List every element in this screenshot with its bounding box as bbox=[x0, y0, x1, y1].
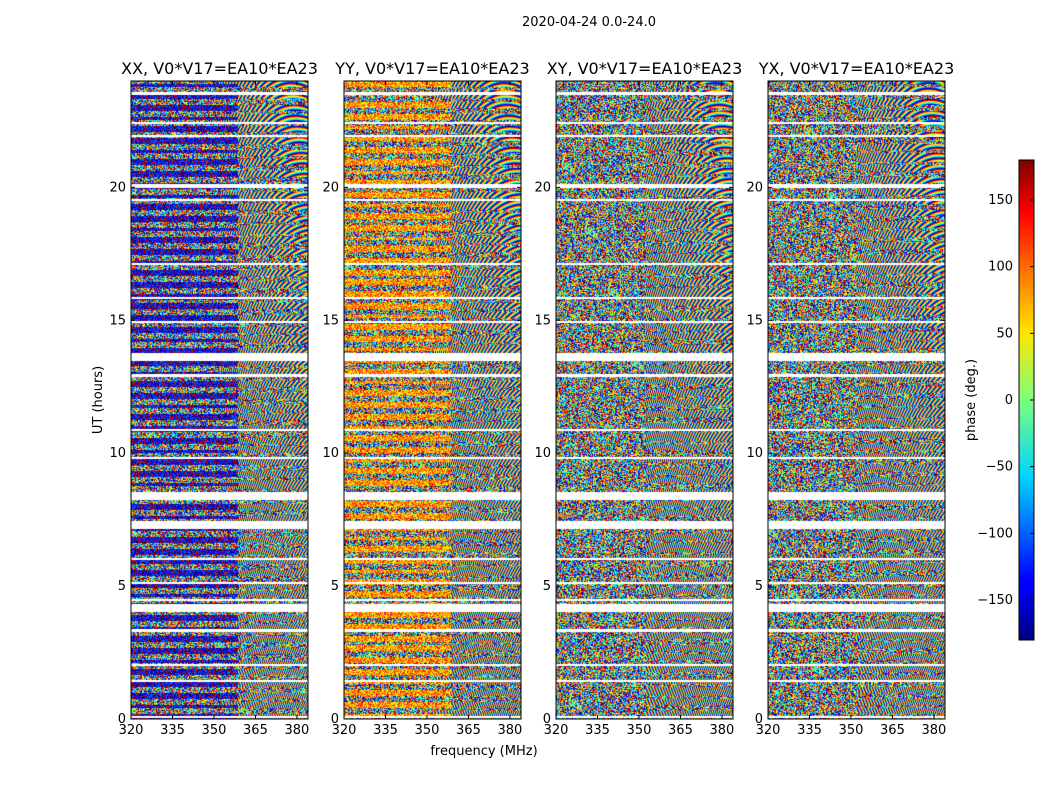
x-tick-label: 350 bbox=[627, 723, 652, 738]
x-tick-label: 320 bbox=[119, 723, 144, 738]
panel-title: YX, V0*V17=EA10*EA23 bbox=[758, 59, 955, 78]
x-tick-label: 380 bbox=[498, 723, 523, 738]
y-tick-label: 5 bbox=[331, 579, 339, 594]
x-tick-label: 335 bbox=[373, 723, 398, 738]
y-tick-label: 15 bbox=[322, 313, 339, 328]
panel-frame bbox=[343, 80, 522, 720]
panel-4: YX, V0*V17=EA10*EA23 320 335 350 365 380 0 5 10 1… bbox=[746, 59, 954, 738]
y-tick-label: 20 bbox=[534, 180, 551, 195]
phase-waterfall-image bbox=[344, 81, 521, 719]
y-tick-label: 15 bbox=[534, 313, 551, 328]
panel-frame bbox=[767, 80, 946, 720]
y-tick-label: 10 bbox=[746, 446, 763, 461]
x-tick-label: 350 bbox=[415, 723, 440, 738]
x-tick-label: 380 bbox=[285, 723, 310, 738]
x-axis-label: frequency (MHz) bbox=[430, 744, 537, 759]
y-tick-label: 5 bbox=[543, 579, 551, 594]
y-tick-label: 15 bbox=[109, 313, 126, 328]
colorbar-ticks: 150 100 50 0 −50 −100 −150 bbox=[977, 193, 1034, 608]
y-tick-label: 0 bbox=[331, 712, 339, 727]
x-tick-label: 320 bbox=[756, 723, 781, 738]
x-tick-label: 335 bbox=[797, 723, 822, 738]
colorbar: 150 100 50 0 −50 −100 −150 phase (deg.) bbox=[964, 159, 1035, 641]
y-tick-label: 20 bbox=[746, 180, 763, 195]
y-tick-label: 0 bbox=[118, 712, 126, 727]
x-tick-label: 365 bbox=[880, 723, 905, 738]
x-tick-label: 350 bbox=[839, 723, 864, 738]
phase-waterfall-image bbox=[131, 81, 308, 719]
figure-suptitle: 2020-04-24 0.0-24.0 bbox=[522, 15, 656, 30]
colorbar-label: phase (deg.) bbox=[964, 359, 979, 441]
x-tick-label: 365 bbox=[456, 723, 481, 738]
colorbar-tick-label: −150 bbox=[977, 593, 1013, 608]
colorbar-tick-label: 150 bbox=[988, 193, 1013, 208]
panel-title: YY, V0*V17=EA10*EA23 bbox=[334, 59, 529, 78]
panel-title: XY, V0*V17=EA10*EA23 bbox=[547, 59, 743, 78]
colorbar-tick-label: 100 bbox=[988, 260, 1013, 275]
colorbar-tick-label: 0 bbox=[1005, 393, 1013, 408]
colorbar-tick-label: 50 bbox=[996, 326, 1013, 341]
x-tick-label: 335 bbox=[585, 723, 610, 738]
y-tick-label: 5 bbox=[755, 579, 763, 594]
panel-3: XY, V0*V17=EA10*EA23 320 335 350 365 380 0 5 10 1… bbox=[534, 59, 742, 738]
x-tick-label: 365 bbox=[243, 723, 268, 738]
y-tick-label: 0 bbox=[543, 712, 551, 727]
panel-1: XX, V0*V17=EA10*EA23 320 335 350 365 380 0 5 10 1… bbox=[109, 59, 317, 738]
x-tick-label: 380 bbox=[710, 723, 735, 738]
colorbar-tick-label: −50 bbox=[986, 460, 1013, 475]
y-axis-label: UT (hours) bbox=[91, 366, 106, 434]
panel-2: YY, V0*V17=EA10*EA23 320 335 350 365 380 0 5 10 1… bbox=[322, 59, 529, 738]
y-tick-label: 10 bbox=[322, 446, 339, 461]
x-tick-label: 350 bbox=[202, 723, 227, 738]
y-tick-label: 10 bbox=[534, 446, 551, 461]
colorbar-tick-label: −100 bbox=[977, 526, 1013, 541]
y-tick-label: 0 bbox=[755, 712, 763, 727]
x-tick-label: 380 bbox=[922, 723, 947, 738]
panel-frame bbox=[555, 80, 734, 720]
panels: XX, V0*V17=EA10*EA23 320 335 350 365 380 0 5 10 1… bbox=[109, 59, 954, 738]
y-tick-label: 5 bbox=[118, 579, 126, 594]
x-tick-label: 365 bbox=[668, 723, 693, 738]
phase-waterfall-image bbox=[768, 81, 945, 719]
panel-frame bbox=[130, 80, 309, 720]
y-tick-label: 20 bbox=[322, 180, 339, 195]
phase-waterfall-image bbox=[556, 81, 733, 719]
panel-title: XX, V0*V17=EA10*EA23 bbox=[121, 59, 318, 78]
x-tick-label: 320 bbox=[332, 723, 357, 738]
y-tick-label: 10 bbox=[109, 446, 126, 461]
y-tick-label: 15 bbox=[746, 313, 763, 328]
x-tick-label: 320 bbox=[544, 723, 569, 738]
y-tick-label: 20 bbox=[109, 180, 126, 195]
x-tick-label: 335 bbox=[160, 723, 185, 738]
